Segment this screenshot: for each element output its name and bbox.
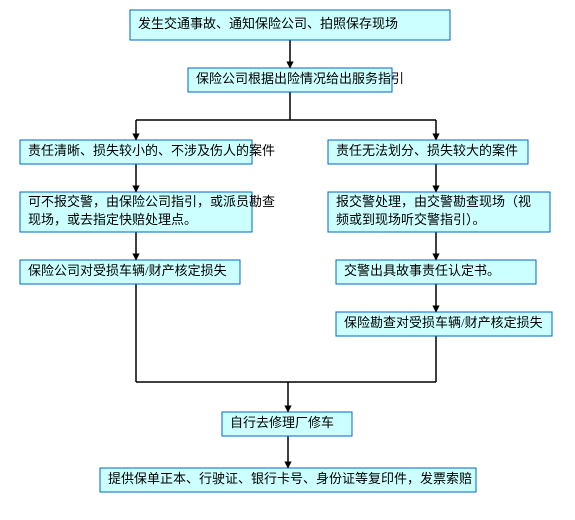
claim-node: 提供保单正本、行驶证、银行卡号、身份证等复印件，发票索赔 (100, 468, 476, 492)
insurer-guidance-node-label: 保险公司根据出险情况给出服务指引 (196, 71, 404, 86)
start-node: 发生交通事故、通知保险公司、拍照保存现场 (130, 10, 450, 40)
left-case-node: 责任清晰、损失较小的、不涉及伤人的案件 (20, 140, 275, 164)
flowchart-canvas: 发生交通事故、通知保险公司、拍照保存现场保险公司根据出险情况给出服务指引责任清晰… (0, 0, 575, 520)
right-step2-node-label: 报交警处理，由交警勘查现场（视 (336, 194, 531, 209)
right-step2-node: 报交警处理，由交警勘查现场（视频或到现场听交警指引）。 (328, 192, 550, 232)
repair-node-label: 自行去修理厂修车 (230, 415, 334, 430)
right-step2-node-label: 频或到现场听交警指引）。 (336, 212, 486, 227)
right-step4-node-label: 保险勘查对受损车辆/财产核定损失 (344, 315, 543, 330)
right-case-node: 责任无法划分、损失较大的案件 (328, 140, 528, 164)
right-step3-node: 交警出具故事责任认定书。 (336, 260, 536, 284)
left-step3-node-label: 保险公司对受损车辆/财产核定损失 (28, 263, 227, 278)
right-case-node-label: 责任无法划分、损失较大的案件 (336, 143, 518, 158)
start-node-label: 发生交通事故、通知保险公司、拍照保存现场 (138, 16, 398, 31)
right-step3-node-label: 交警出具故事责任认定书。 (344, 263, 500, 278)
left-step2-node-label: 现场，或去指定快赔处理点。 (28, 212, 197, 227)
repair-node: 自行去修理厂修车 (222, 412, 352, 436)
right-step4-node: 保险勘查对受损车辆/财产核定损失 (336, 312, 552, 336)
left-step3-node: 保险公司对受损车辆/财产核定损失 (20, 260, 240, 284)
left-case-node-label: 责任清晰、损失较小的、不涉及伤人的案件 (28, 143, 275, 158)
left-step2-node-label: 可不报交警，由保险公司指引，或派员勘查 (28, 194, 275, 209)
left-step2-node: 可不报交警，由保险公司指引，或派员勘查现场，或去指定快赔处理点。 (20, 192, 275, 232)
nodes-layer: 发生交通事故、通知保险公司、拍照保存现场保险公司根据出险情况给出服务指引责任清晰… (20, 10, 552, 492)
insurer-guidance-node: 保险公司根据出险情况给出服务指引 (188, 68, 404, 92)
claim-node-label: 提供保单正本、行驶证、银行卡号、身份证等复印件，发票索赔 (108, 471, 472, 486)
edges-layer (136, 40, 436, 468)
